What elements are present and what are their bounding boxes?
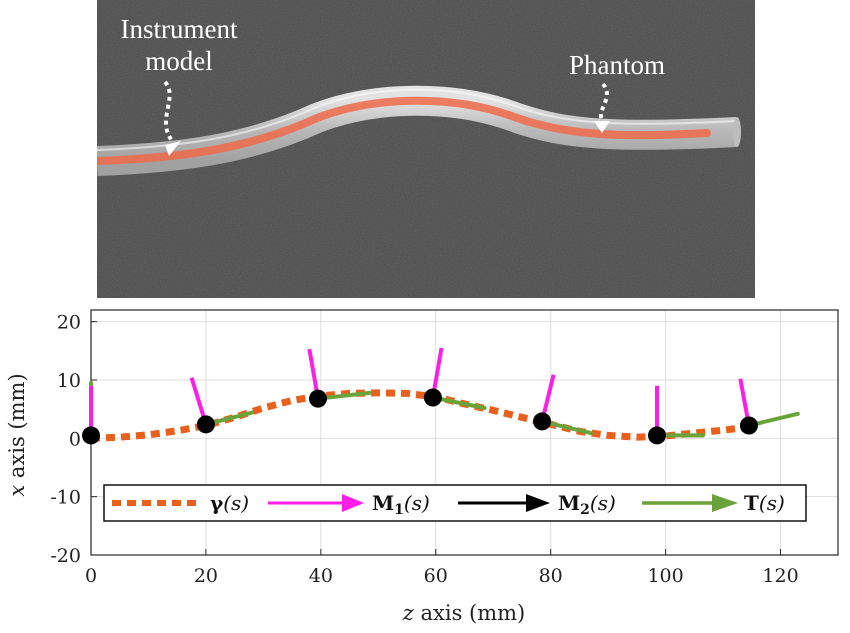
legend-m2-label: M2(s) — [558, 491, 616, 518]
phantom-arrow — [599, 82, 609, 124]
x-tick-label: 80 — [539, 565, 563, 587]
x-tick-label: 20 — [194, 565, 218, 587]
frames — [82, 347, 800, 445]
x-axis-label: z axis (mm) — [402, 601, 526, 625]
legend-m2-arrowhead — [526, 494, 550, 512]
frame-origin-point — [423, 388, 442, 407]
legend-t-label: T(s) — [744, 491, 785, 515]
frame-origin-point — [647, 426, 666, 445]
y-axis-label: x axis (mm) — [5, 373, 29, 496]
phantom-label: Phantom — [569, 50, 665, 80]
x-tick-label: 0 — [85, 565, 97, 587]
tube-end-cap — [733, 117, 741, 147]
instrument-label-line2: model — [145, 46, 213, 76]
frame-origin-point — [82, 426, 100, 445]
y-tick-label: 20 — [57, 312, 81, 334]
phantom-photo: Instrument model Phantom — [97, 0, 755, 298]
legend: γ(s) M1(s) M2(s) T(s) — [103, 484, 807, 522]
instrument-label-line1: Instrument — [121, 14, 238, 44]
frame-origin-point — [196, 415, 215, 434]
y-tick-label: 0 — [69, 428, 81, 450]
legend-t-arrowhead — [712, 494, 738, 512]
instrument-model — [97, 96, 711, 165]
frame-origin-point — [308, 389, 327, 408]
x-tick-label: 40 — [309, 565, 333, 587]
frame-origin-point — [533, 412, 552, 431]
frame-origin-point — [739, 416, 758, 435]
y-tick-label: -10 — [50, 487, 81, 509]
x-tick-label: 120 — [762, 565, 798, 587]
x-tick-label: 100 — [647, 565, 683, 587]
legend-gamma-label: γ(s) — [210, 491, 249, 515]
legend-m1-label: M1(s) — [372, 491, 430, 518]
phantom-arrow-head — [594, 121, 610, 133]
y-tick-label: 10 — [57, 370, 81, 392]
instrument-arrow-head — [165, 141, 181, 156]
x-tick-label: 60 — [424, 565, 448, 587]
legend-m1-arrowhead — [342, 494, 364, 512]
y-tick-label: -20 — [50, 545, 81, 567]
